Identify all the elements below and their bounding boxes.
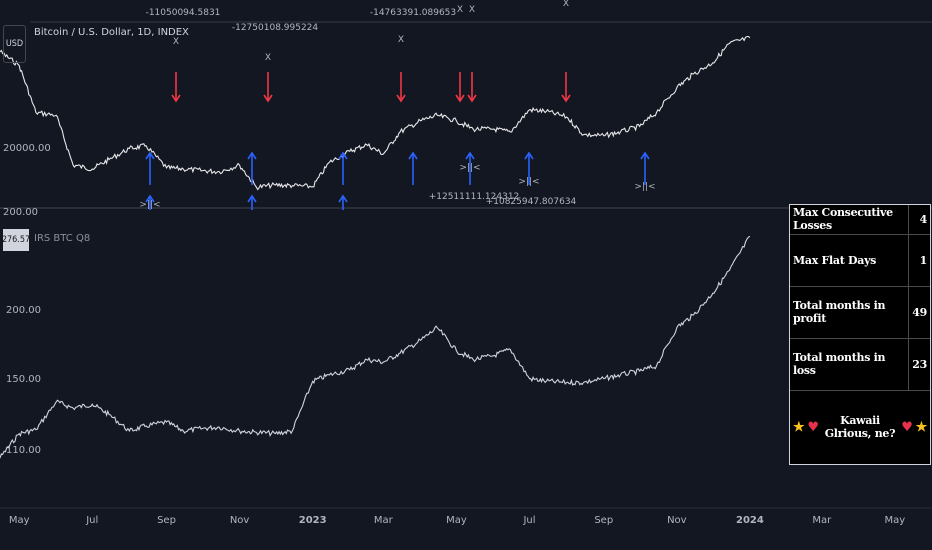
sell-arrow-icon — [467, 72, 477, 103]
last-value-text: 276.57 — [1, 235, 31, 245]
x-axis-tick-label: May — [446, 515, 467, 526]
heart-icon: ♥ — [807, 419, 819, 435]
exit-marker: X — [398, 35, 404, 45]
buy-arrow-icon — [524, 151, 534, 185]
exit-marker: X — [173, 37, 179, 47]
y-tick-top-edge: 200.00 — [3, 207, 38, 218]
buy-value-label: +10825947.807634 — [486, 197, 577, 207]
currency-button[interactable]: USD — [3, 25, 26, 63]
kawaii-footer: ★ ♥ Kawaii Glrious, ne? ♥ ★ — [790, 390, 930, 464]
flat-marker: >||< — [459, 163, 480, 173]
buy-value-label: +12511111.124312 — [429, 192, 520, 202]
heart-icon: ♥ — [901, 419, 913, 435]
x-axis-tick-label: 2024 — [736, 515, 764, 526]
x-axis-tick-label: 2023 — [299, 515, 327, 526]
buy-arrow-icon — [338, 151, 348, 185]
y-tick-150: 150.00 — [6, 374, 41, 385]
x-axis-tick-label: Sep — [157, 515, 176, 526]
x-axis: May Jul Sep Nov 2023 Mar May Jul Sep Nov 2024 Mar Ma… — [9, 515, 905, 526]
sell-arrow-icon — [561, 72, 571, 103]
table-row: ★ ♥ Kawaii Glrious, ne? ♥ ★ — [790, 390, 930, 464]
table-row: Total months in profit 49 — [790, 286, 930, 339]
star-icon: ★ — [793, 419, 805, 435]
x-axis-tick-label: Sep — [594, 515, 613, 526]
x-axis-tick-label: Jul — [85, 515, 98, 526]
x-axis-tick-label: Mar — [374, 515, 394, 526]
x-axis-tick-label: Nov — [667, 515, 687, 526]
exit-marker: X — [469, 5, 475, 15]
btc-price-line — [0, 35, 751, 191]
x-axis-tick-label: Mar — [812, 515, 832, 526]
flat-marker: >||< — [634, 182, 655, 192]
x-axis-tick-label: May — [885, 515, 906, 526]
equity-curve-line — [0, 235, 751, 459]
exit-marker: X — [265, 53, 271, 63]
currency-label: USD — [5, 39, 24, 49]
buy-arrow-icon — [145, 151, 155, 185]
buy-arrow-icon — [247, 151, 257, 185]
flat-marker: >||< — [139, 200, 160, 210]
table-row: Max Consecutive Losses 4 — [790, 205, 930, 235]
y-tick-200: 200.00 — [6, 305, 41, 316]
stats-table: Max Consecutive Losses 4 Max Flat Days 1… — [789, 204, 931, 465]
stat-value: 49 — [907, 286, 930, 339]
sell-arrow-icon — [263, 72, 273, 103]
star-icon: ★ — [915, 419, 928, 435]
sell-arrow-icon — [455, 72, 465, 103]
flat-marker: >||< — [518, 177, 539, 187]
sell-value-label: -11050094.5831 — [146, 8, 221, 18]
x-axis-tick-label: Jul — [522, 515, 535, 526]
sell-arrow-icon — [171, 72, 181, 103]
buy-arrow-icon — [465, 151, 475, 185]
indicator-name: IRS BTC Q8 — [34, 233, 90, 244]
stat-value: 23 — [907, 338, 930, 391]
exit-marker: X — [563, 0, 569, 9]
equity-pane: 200.00 200.00 150.00 110.00 IRS BTC Q8 — [0, 207, 751, 459]
x-axis-tick-label: Nov — [230, 515, 250, 526]
sell-value-label: -14763391.089653 — [370, 8, 456, 18]
table-row: Max Flat Days 1 — [790, 234, 930, 287]
sell-value-label: -12750108.995224 — [232, 23, 319, 33]
buy-arrow-icon — [338, 194, 348, 210]
symbol-title: Bitcoin / U.S. Dollar, 1D, INDEX — [34, 27, 189, 38]
stat-value: 1 — [907, 234, 930, 287]
price-pane: Bitcoin / U.S. Dollar, 1D, INDEX 20000.0… — [0, 0, 932, 210]
buy-arrow-icon — [247, 194, 257, 210]
buy-arrow-icon — [640, 151, 650, 185]
stat-label: Total months in profit — [790, 286, 909, 339]
stat-label: Max Flat Days — [790, 234, 909, 287]
y-tick-110: 110.00 — [6, 445, 41, 456]
buy-arrow-icon — [145, 194, 155, 210]
exit-marker: X — [457, 5, 463, 15]
footer-text: Kawaii Glrious, ne? — [824, 414, 896, 441]
price-tick-label: 20000.00 — [3, 143, 51, 154]
stat-label: Total months in loss — [790, 338, 909, 391]
buy-arrow-icon — [408, 151, 418, 185]
x-axis-tick-label: May — [9, 515, 30, 526]
last-value-badge: 276.57 — [1, 229, 31, 251]
sell-arrow-icon — [396, 72, 406, 103]
table-row: Total months in loss 23 — [790, 338, 930, 391]
stat-label: Max Consecutive Losses — [790, 205, 909, 235]
stat-value: 4 — [907, 205, 930, 235]
